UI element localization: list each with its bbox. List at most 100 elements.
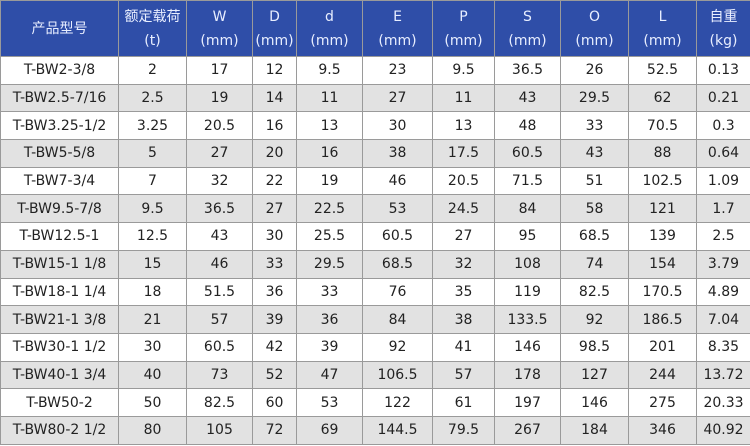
table-cell: 9.5 bbox=[118, 194, 187, 224]
header-cell: 额定载荷 (t) bbox=[118, 0, 187, 57]
table-cell: 52.5 bbox=[628, 56, 697, 85]
table-cell: 11 bbox=[432, 83, 495, 113]
header-line: 额定载荷 bbox=[124, 8, 181, 25]
table-cell: 3.79 bbox=[696, 249, 750, 279]
table-cell: 53 bbox=[362, 194, 433, 224]
table-cell: 12.5 bbox=[118, 222, 187, 251]
table-cell: 60.5 bbox=[186, 332, 253, 362]
table-cell: 43 bbox=[186, 222, 253, 251]
table-cell: 70.5 bbox=[628, 111, 697, 141]
table-cell: 46 bbox=[186, 249, 253, 279]
header-line: D bbox=[269, 8, 280, 25]
table-cell: 82.5 bbox=[186, 388, 253, 417]
table-cell: 72 bbox=[252, 415, 297, 445]
table-cell: 139 bbox=[628, 222, 697, 251]
table-cell: 27 bbox=[186, 139, 253, 168]
table-cell: 8.35 bbox=[696, 332, 750, 362]
table-cell: 33 bbox=[560, 111, 629, 141]
table-row: T-BW50-2 50 82.5 60 53 122 61 197 146 275 20.33 bbox=[0, 388, 750, 417]
table-cell: 22 bbox=[252, 166, 297, 196]
table-cell: 0.13 bbox=[696, 56, 750, 85]
header-line: (mm) bbox=[575, 32, 614, 49]
table-cell: 46 bbox=[362, 166, 433, 196]
table-cell: 154 bbox=[628, 249, 697, 279]
table-cell: 144.5 bbox=[362, 415, 433, 445]
table-cell: 58 bbox=[560, 194, 629, 224]
table-cell: 16 bbox=[252, 111, 297, 141]
header-line: (mm) bbox=[444, 32, 483, 49]
table-cell: 79.5 bbox=[432, 415, 495, 445]
header-line: P bbox=[459, 8, 468, 25]
header-line: (mm) bbox=[508, 32, 547, 49]
table-cell: 39 bbox=[252, 305, 297, 334]
table-cell: 76 bbox=[362, 277, 433, 307]
table-cell: T-BW2.5-7/16 bbox=[0, 83, 119, 113]
table-row: T-BW3.25-1/2 3.25 20.5 16 13 30 13 48 33 70.5 0.3 bbox=[0, 111, 750, 141]
header-cell: d (mm) bbox=[296, 0, 363, 57]
table-cell: 178 bbox=[494, 360, 561, 390]
table-cell: 35 bbox=[432, 277, 495, 307]
table-cell: 7.04 bbox=[696, 305, 750, 334]
table-cell: 51.5 bbox=[186, 277, 253, 307]
table-cell: 36 bbox=[296, 305, 363, 334]
table-cell: T-BW3.25-1/2 bbox=[0, 111, 119, 141]
table-cell: 62 bbox=[628, 83, 697, 113]
table-cell: 0.64 bbox=[696, 139, 750, 168]
table-cell: 105 bbox=[186, 415, 253, 445]
table-row: T-BW5-5/8 5 27 20 16 38 17.5 60.5 43 88 0.64 bbox=[0, 139, 750, 168]
table-cell: 13 bbox=[432, 111, 495, 141]
table-cell: 51 bbox=[560, 166, 629, 196]
table-cell: 61 bbox=[432, 388, 495, 417]
table-cell: 68.5 bbox=[560, 222, 629, 251]
table-cell: 19 bbox=[186, 83, 253, 113]
table-cell: 82.5 bbox=[560, 277, 629, 307]
table-row: T-BW2-3/8 2 17 12 9.5 23 9.5 36.5 26 52.5 0.13 bbox=[0, 56, 750, 85]
table-cell: 71.5 bbox=[494, 166, 561, 196]
table-cell: 18 bbox=[118, 277, 187, 307]
table-cell: 2 bbox=[118, 56, 187, 85]
table-row: T-BW21-1 3/8 21 57 39 36 84 38 133.5 92 186.5 7.04 bbox=[0, 305, 750, 334]
header-line: (kg) bbox=[709, 32, 738, 49]
header-line: S bbox=[523, 8, 532, 25]
table-cell: 73 bbox=[186, 360, 253, 390]
header-line: (mm) bbox=[200, 32, 239, 49]
table-cell: T-BW18-1 1/4 bbox=[0, 277, 119, 307]
table-cell: 32 bbox=[432, 249, 495, 279]
table-cell: 146 bbox=[560, 388, 629, 417]
table-cell: 57 bbox=[186, 305, 253, 334]
table-cell: 84 bbox=[362, 305, 433, 334]
table-cell: 11 bbox=[296, 83, 363, 113]
table-cell: 33 bbox=[296, 277, 363, 307]
table-cell: 88 bbox=[628, 139, 697, 168]
table-cell: 108 bbox=[494, 249, 561, 279]
header-cell: W (mm) bbox=[186, 0, 253, 57]
table-row: T-BW12.5-1 12.5 43 30 25.5 60.5 27 95 68.5 139 2.5 bbox=[0, 222, 750, 251]
table-cell: 30 bbox=[362, 111, 433, 141]
table-cell: T-BW50-2 bbox=[0, 388, 119, 417]
table-cell: 3.25 bbox=[118, 111, 187, 141]
table-cell: 0.21 bbox=[696, 83, 750, 113]
table-cell: 346 bbox=[628, 415, 697, 445]
table-body: T-BW2-3/8 2 17 12 9.5 23 9.5 36.5 26 52.5 0.13 T-BW… bbox=[0, 56, 750, 445]
table-cell: 40.92 bbox=[696, 415, 750, 445]
table-cell: T-BW80-2 1/2 bbox=[0, 415, 119, 445]
table-cell: 32 bbox=[186, 166, 253, 196]
table-cell: 50 bbox=[118, 388, 187, 417]
table-row: T-BW18-1 1/4 18 51.5 36 33 76 35 119 82.5 170.5 4.… bbox=[0, 277, 750, 307]
table-cell: 24.5 bbox=[432, 194, 495, 224]
table-cell: 41 bbox=[432, 332, 495, 362]
table-cell: T-BW21-1 3/8 bbox=[0, 305, 119, 334]
table-cell: 146 bbox=[494, 332, 561, 362]
table-cell: 13 bbox=[296, 111, 363, 141]
header-line: d bbox=[325, 8, 334, 25]
header-cell: L (mm) bbox=[628, 0, 697, 57]
table-cell: 92 bbox=[362, 332, 433, 362]
table-cell: 53 bbox=[296, 388, 363, 417]
table-cell: 47 bbox=[296, 360, 363, 390]
table-cell: 30 bbox=[252, 222, 297, 251]
table-cell: 20 bbox=[252, 139, 297, 168]
table-cell: 43 bbox=[560, 139, 629, 168]
table-cell: 60 bbox=[252, 388, 297, 417]
table-cell: 33 bbox=[252, 249, 297, 279]
